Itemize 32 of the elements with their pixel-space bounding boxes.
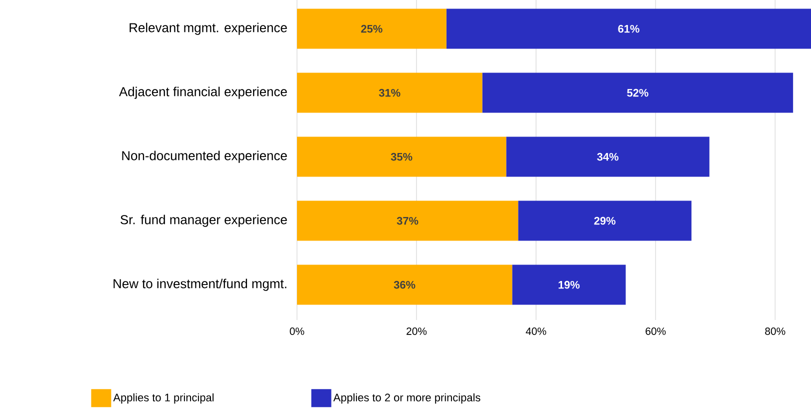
x-tick-label: 20%: [406, 328, 427, 335]
legend-label: Applies to 1 principal: [113, 393, 214, 404]
data-label: 25%: [361, 24, 382, 33]
x-tick-label: 60%: [646, 328, 666, 335]
legend-label: Applies to 2 or more principals: [333, 393, 480, 404]
x-tick-label: 0%: [290, 328, 304, 335]
bar: [296, 8, 446, 49]
data-label: 52%: [627, 88, 648, 97]
y-tick-label: Sr. fund manager experience: [120, 214, 287, 227]
x-tick-label: 40%: [526, 328, 546, 335]
data-label: 37%: [396, 216, 418, 225]
bar: [512, 264, 626, 305]
data-label: 36%: [394, 280, 416, 289]
bar: [296, 136, 506, 177]
data-label: 31%: [378, 88, 400, 97]
bar: [506, 136, 710, 177]
bar: [482, 72, 794, 113]
data-label: 61%: [618, 24, 640, 33]
data-label: 19%: [558, 280, 580, 289]
y-tick-label: Non-documented experience: [122, 150, 287, 163]
data-label: 34%: [597, 152, 618, 161]
bar: [446, 8, 811, 49]
y-tick-label: Relevant mgmt. experience: [130, 22, 287, 35]
bar: [296, 200, 518, 241]
bar: [296, 264, 512, 305]
data-label: 35%: [390, 152, 412, 161]
x-tick-label: 80%: [765, 328, 786, 335]
data-label: 29%: [594, 216, 616, 225]
bar: [296, 72, 482, 113]
y-tick-label: Adjacent financial experience: [119, 86, 287, 99]
bar: [518, 200, 692, 241]
y-tick-label: New to investment/fund mgmt.: [114, 278, 286, 291]
